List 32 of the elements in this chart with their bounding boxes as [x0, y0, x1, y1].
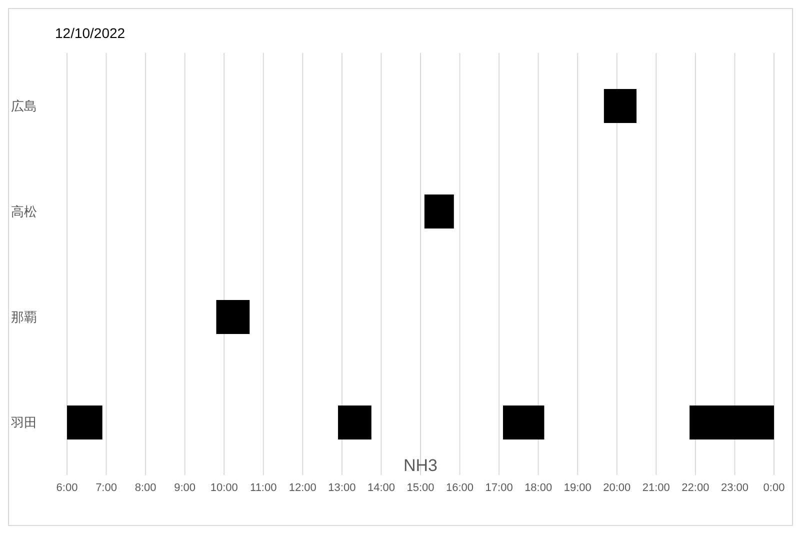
x-axis-title: NH3 [403, 456, 438, 475]
bar [338, 406, 372, 440]
x-tick-label: 6:00 [56, 482, 78, 494]
x-tick-label: 16:00 [446, 482, 474, 494]
x-tick-label: 11:00 [250, 482, 277, 494]
y-tick-label: 羽田 [10, 414, 37, 430]
x-tick-label: 0:00 [763, 482, 785, 494]
x-tick-label: 7:00 [96, 482, 117, 494]
x-tick-label: 13:00 [328, 482, 356, 494]
x-tick-label: 14:00 [367, 482, 395, 494]
x-tick-label: 20:00 [603, 482, 631, 494]
y-tick-label: 高松 [11, 204, 37, 219]
x-tick-label: 23:00 [720, 482, 748, 494]
x-tick-label: 21:00 [642, 482, 670, 494]
bar [67, 406, 102, 440]
bar [216, 300, 250, 334]
x-tick-label: 8:00 [134, 482, 156, 494]
x-tick-label: 22:00 [682, 482, 710, 494]
y-tick-label: 那覇 [11, 309, 37, 324]
x-tick-label: 12:00 [288, 482, 316, 494]
x-tick-label: 10:00 [210, 482, 238, 494]
x-tick-label: 17:00 [485, 482, 513, 494]
bar [502, 406, 544, 440]
x-tick-label: 18:00 [524, 482, 552, 494]
y-tick-label: 広島 [11, 98, 37, 114]
bar [424, 194, 454, 228]
bar [690, 406, 774, 440]
x-tick-label: 15:00 [406, 482, 434, 494]
bar [604, 89, 637, 123]
x-tick-label: 19:00 [564, 482, 592, 494]
x-tick-label: 9:00 [174, 482, 196, 494]
chart-title: 12/10/2022 [55, 25, 126, 41]
